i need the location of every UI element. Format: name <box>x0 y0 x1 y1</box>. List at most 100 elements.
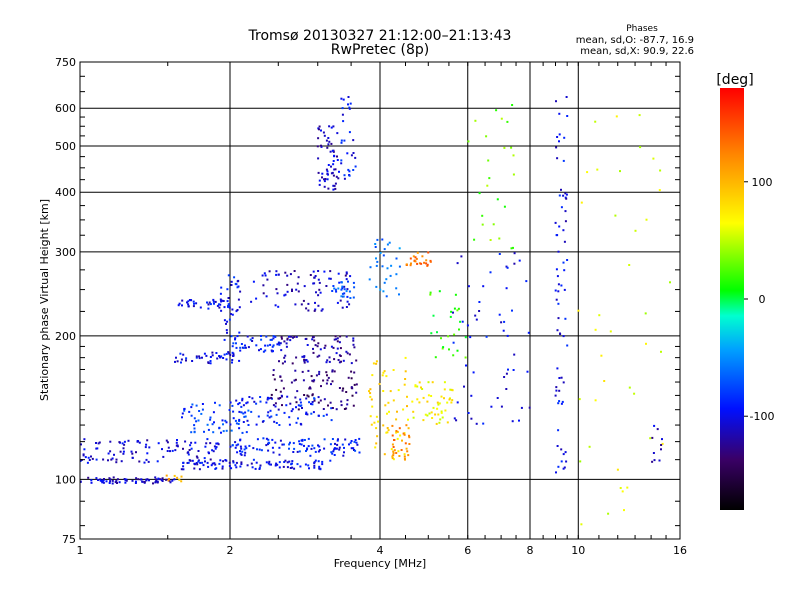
data-point <box>259 400 262 403</box>
data-point <box>346 300 349 303</box>
axis-ticks: 1 2 4 6 8 10 16 75 100 200 300 400 500 600 750 <box>55 56 687 557</box>
data-point <box>656 428 659 431</box>
data-point <box>598 314 601 317</box>
data-point <box>325 413 328 416</box>
data-point <box>343 285 346 288</box>
data-point <box>234 419 237 422</box>
data-point <box>338 387 341 389</box>
data-point <box>255 402 258 405</box>
data-point <box>325 382 328 385</box>
data-point <box>333 448 336 451</box>
data-point <box>556 275 559 278</box>
data-point <box>398 247 401 250</box>
data-point <box>258 349 260 352</box>
data-point <box>109 480 112 483</box>
data-point <box>563 466 566 469</box>
data-point <box>295 288 298 291</box>
data-point <box>198 468 201 471</box>
data-point <box>559 333 562 335</box>
data-point <box>244 344 246 347</box>
data-point <box>317 270 320 272</box>
data-point <box>214 447 217 450</box>
data-point <box>406 405 408 408</box>
data-point <box>354 449 357 452</box>
data-point <box>265 295 268 298</box>
data-point <box>240 461 243 464</box>
data-point <box>414 260 417 263</box>
data-point <box>229 423 232 426</box>
data-point <box>214 463 217 466</box>
data-point <box>131 452 134 455</box>
data-point <box>121 442 124 445</box>
data-point <box>299 422 302 425</box>
data-point <box>184 440 187 443</box>
data-point <box>201 408 204 411</box>
data-point <box>341 306 344 309</box>
data-point <box>658 459 661 462</box>
data-point <box>335 352 338 355</box>
data-point <box>334 447 337 450</box>
data-point <box>393 439 395 441</box>
data-point <box>230 467 233 470</box>
data-point <box>268 397 271 400</box>
data-point <box>293 379 296 382</box>
data-point <box>291 362 294 365</box>
data-point <box>208 301 211 304</box>
data-point <box>408 443 411 445</box>
data-point <box>231 308 234 311</box>
data-point <box>505 265 508 268</box>
data-point <box>334 168 337 171</box>
y-axis-label: Stationary phase Virtual Height [km] <box>38 199 51 401</box>
data-point <box>341 443 344 446</box>
data-point <box>86 461 89 464</box>
data-point <box>166 441 169 444</box>
data-point <box>307 302 310 305</box>
data-point <box>252 458 255 461</box>
data-point <box>338 341 341 344</box>
data-point <box>248 444 251 447</box>
data-point <box>323 178 325 181</box>
data-point <box>350 386 353 389</box>
data-point <box>268 463 271 466</box>
data-point <box>645 218 648 221</box>
data-point <box>193 417 196 420</box>
data-point <box>621 490 624 493</box>
data-point <box>188 449 191 451</box>
data-point <box>235 310 238 313</box>
data-point <box>148 446 151 449</box>
data-point <box>432 406 435 409</box>
data-point <box>342 454 345 457</box>
data-point <box>346 403 349 406</box>
data-point <box>211 449 214 452</box>
data-point <box>314 275 317 277</box>
data-point <box>331 438 334 440</box>
data-point <box>311 394 314 397</box>
data-point <box>564 192 567 195</box>
data-point <box>560 448 563 451</box>
data-point <box>343 139 346 142</box>
data-point <box>349 102 352 105</box>
data-point <box>332 125 335 128</box>
data-point <box>325 371 328 374</box>
data-point <box>249 338 252 341</box>
data-point <box>336 301 339 304</box>
data-point <box>301 407 303 409</box>
data-point <box>111 479 114 482</box>
data-point <box>391 443 394 446</box>
data-point <box>505 388 508 390</box>
data-point <box>317 396 320 399</box>
data-point <box>112 476 115 479</box>
data-point <box>346 352 349 355</box>
data-point <box>278 360 280 363</box>
data-point <box>415 257 418 260</box>
data-point <box>288 423 291 426</box>
data-point <box>102 481 105 484</box>
data-point <box>234 446 237 449</box>
data-point <box>335 408 338 411</box>
data-point <box>482 285 485 288</box>
data-point <box>376 260 379 263</box>
data-point <box>374 246 377 248</box>
data-point <box>207 451 210 454</box>
data-point <box>391 457 394 460</box>
data-point <box>182 461 185 464</box>
